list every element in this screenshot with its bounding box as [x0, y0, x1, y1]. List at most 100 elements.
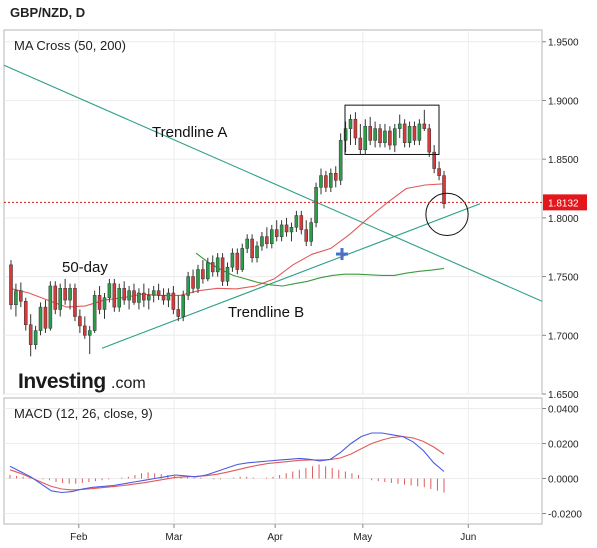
candle — [196, 264, 200, 294]
current-price-label: 1.8132 — [548, 198, 579, 209]
candle — [33, 325, 38, 350]
price-tick-label: 1.9000 — [548, 96, 579, 107]
candle — [319, 168, 323, 195]
candle — [151, 285, 156, 303]
candle — [422, 109, 427, 131]
candle — [43, 300, 48, 333]
candle — [289, 222, 294, 242]
candle — [210, 255, 215, 277]
candle — [191, 269, 195, 294]
logo-suffix: .com — [111, 375, 146, 392]
candle-body — [19, 290, 23, 302]
current-price-badge — [543, 194, 587, 211]
time-tick-label: Apr — [267, 532, 283, 543]
candle-body — [412, 126, 417, 141]
candle — [23, 297, 28, 331]
macd-panel-label: MACD (12, 26, close, 9) — [14, 406, 153, 421]
price-panel[interactable] — [3, 29, 543, 395]
candle — [393, 123, 397, 153]
candle — [432, 145, 436, 174]
candle — [87, 325, 92, 355]
candle — [68, 283, 72, 310]
candle — [240, 243, 245, 272]
candle-body — [235, 252, 240, 270]
candle — [53, 281, 58, 315]
candle — [245, 234, 249, 254]
price-tick-label: 1.9500 — [548, 38, 579, 49]
candle — [378, 123, 382, 148]
candle-body — [97, 295, 102, 310]
candle — [373, 121, 377, 148]
candle-body — [437, 168, 441, 176]
candle — [142, 283, 146, 308]
ma-200-line — [195, 252, 445, 287]
candle-body — [274, 229, 279, 237]
time-tick-label: Jun — [460, 532, 476, 543]
candle — [127, 285, 131, 310]
candle — [132, 283, 136, 305]
time-tick-label: Feb — [70, 532, 88, 543]
candle-body — [250, 238, 254, 259]
candle — [78, 309, 82, 333]
candle — [201, 260, 205, 284]
candle — [383, 123, 387, 148]
candle — [427, 123, 432, 157]
candle-body — [161, 295, 166, 301]
candle-body — [294, 215, 299, 228]
candle-body — [319, 175, 323, 188]
price-tick-label: 1.6500 — [548, 390, 579, 401]
consolidation-box — [344, 104, 440, 155]
trendline-a — [3, 64, 543, 302]
candle — [92, 290, 97, 333]
candle — [388, 126, 392, 150]
candle-body — [23, 300, 28, 325]
candle-body — [373, 128, 377, 141]
candle-body — [260, 236, 264, 247]
candle — [270, 224, 274, 249]
candle — [220, 253, 225, 286]
candle-body — [43, 306, 48, 329]
candle-body — [225, 266, 230, 282]
candle — [274, 220, 279, 242]
candle — [19, 282, 23, 308]
candle-body — [220, 257, 225, 282]
candle — [137, 288, 141, 310]
candle — [186, 271, 190, 301]
price-panel-label: MA Cross (50, 200) — [14, 38, 126, 53]
candle-body — [102, 297, 107, 310]
candle — [255, 241, 259, 263]
candle-body — [368, 126, 372, 141]
candle-body — [422, 123, 427, 129]
candle — [260, 231, 264, 251]
candle — [417, 119, 422, 146]
candle-body — [63, 288, 67, 301]
candle-body — [245, 238, 249, 249]
candle-body — [417, 123, 422, 141]
time-tick-label: May — [353, 532, 372, 543]
time-tick-label: Mar — [165, 532, 183, 543]
candle-body — [309, 222, 313, 242]
candle — [324, 170, 328, 193]
trendline-b — [101, 203, 481, 349]
candle-body — [299, 215, 304, 230]
candle-body — [338, 140, 343, 181]
candle-body — [53, 285, 58, 310]
candle-body — [83, 325, 87, 336]
candle-body — [151, 290, 156, 296]
candlestick-layer — [9, 109, 446, 357]
moving-average-layer — [9, 183, 445, 308]
candle-body — [206, 262, 210, 280]
candle — [28, 314, 33, 357]
candle — [112, 278, 117, 312]
candle-body — [33, 330, 38, 345]
candle — [402, 119, 407, 148]
candle-body — [122, 288, 126, 301]
candle-body — [117, 288, 122, 308]
price-tick-label: 1.8500 — [548, 155, 579, 166]
candle — [9, 260, 13, 310]
candle — [407, 121, 412, 148]
candle-body — [284, 224, 289, 233]
macd-tick-label: 0.0200 — [548, 440, 579, 451]
candle — [38, 302, 43, 336]
